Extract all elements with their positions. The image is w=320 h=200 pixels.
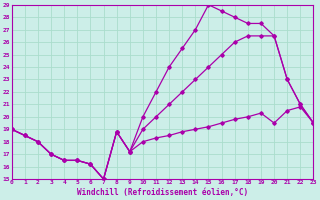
X-axis label: Windchill (Refroidissement éolien,°C): Windchill (Refroidissement éolien,°C) bbox=[77, 188, 248, 197]
